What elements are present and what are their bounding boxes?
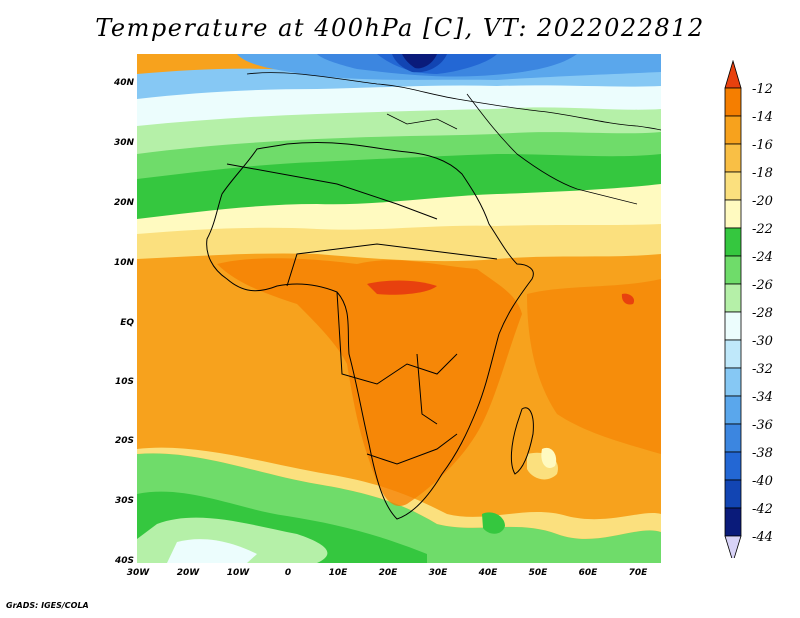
lon-label: 20E [378,568,398,578]
lon-label: 0 [284,568,292,578]
eurasia-outline [246,72,661,205]
colorbar-label: -18 [752,166,773,181]
colorbar-box [724,367,742,397]
africa-outline [206,142,534,520]
colorbar-box [724,311,742,341]
lon-label: 50E [528,568,548,578]
colorbar-box [724,339,742,369]
colorbar-box [724,507,742,537]
colorbar-box [724,395,742,425]
north-yellow [137,224,661,262]
colorbar-box [724,143,742,173]
colorbar-label: -30 [752,334,773,349]
lat-label: 20N [113,198,134,208]
south-ocean-green-blob [482,512,505,534]
lon-label: 40E [478,568,498,578]
colorbar-label: -38 [752,446,773,461]
lat-label: 40S [114,556,134,566]
colorbar-label: -12 [752,82,773,97]
lon-label: 30E [428,568,448,578]
colorbar-label: -34 [752,390,773,405]
colorbar-label: -44 [752,530,773,545]
lon-label: 10W [226,568,250,578]
colorbar-label: -16 [752,138,773,153]
lon-label: 70E [628,568,648,578]
colorbar-box [724,171,742,201]
colorbar-top-arrow [724,59,742,89]
temperature-map [137,54,661,563]
colorbar-box [724,227,742,257]
colorbar-label: -20 [752,194,773,209]
north-green-band [137,148,661,219]
indian-ocean-warm [527,279,661,454]
lat-label: 30N [113,138,134,148]
colorbar-label: -40 [752,474,773,489]
lon-label: 20W [176,568,200,578]
colorbar-label: -14 [752,110,773,125]
map-title: Temperature at 400hPa [C], VT: 202202281… [95,14,705,42]
colorbar-label: -26 [752,278,773,293]
lon-label: 60E [578,568,598,578]
colorbar-box [724,479,742,509]
credit-text: GrADS: IGES/COLA [6,601,89,610]
lat-label: 40N [113,78,134,88]
colorbar-box [724,199,742,229]
north-darkest [402,54,437,69]
lat-label: 10S [114,377,134,387]
red-hotspot [367,280,437,295]
lat-label: EQ [120,318,134,328]
colorbar-label: -24 [752,250,773,265]
madagascar-patch [541,447,557,469]
lat-label: 20S [114,436,134,446]
colorbar-box [724,283,742,313]
colorbar-box [724,451,742,481]
north-pale-green [137,103,661,154]
lon-label: 10E [328,568,348,578]
southern-pale-patch [167,539,257,563]
lat-label: 30S [114,496,134,506]
colorbar-box [724,255,742,285]
north-pale-cyan [137,83,661,126]
colorbar-box [724,423,742,453]
colorbar-label: -32 [752,362,773,377]
colorbar-label: -42 [752,502,773,517]
lon-label: 30W [126,568,150,578]
colorbar-bottom-arrow [724,535,742,564]
colorbar-box [724,87,742,117]
colorbar-box [724,115,742,145]
colorbar-label: -36 [752,418,773,433]
colorbar-label: -28 [752,306,773,321]
colorbar [723,59,743,564]
red-hotspot-east [621,293,635,305]
colorbar-label: -22 [752,222,773,237]
lat-label: 10N [113,258,134,268]
